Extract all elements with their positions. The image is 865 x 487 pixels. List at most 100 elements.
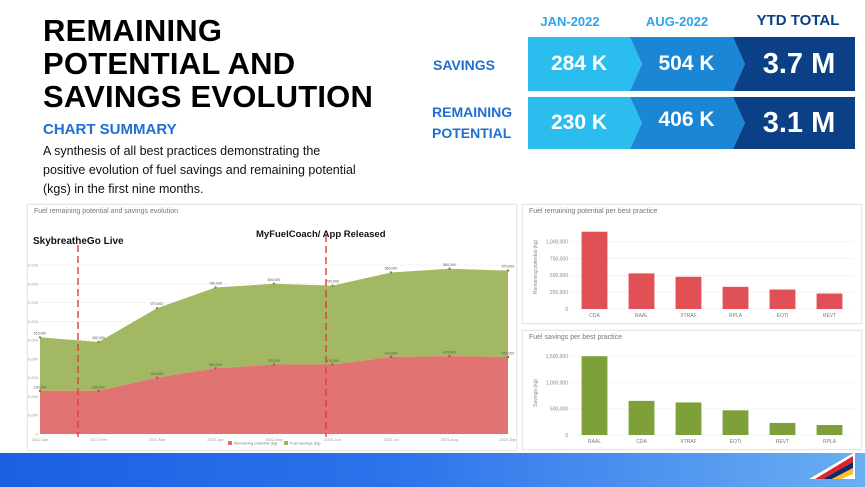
bar-x-tick-label: REVT xyxy=(823,313,836,319)
bar-x-tick-label: REVT xyxy=(776,439,789,445)
column-header-jan: JAN-2022 xyxy=(540,14,600,29)
remaining-point-label: 415,000 xyxy=(443,351,456,355)
evolution-y-tick-label: 600,000 xyxy=(28,319,39,324)
summary-line-2: positive evolution of fuel savings and r… xyxy=(43,163,356,177)
kpi-arrow-shapes xyxy=(528,37,855,149)
kpi-remaining-ytd: 3.1 M xyxy=(762,106,836,139)
bar-x-tick-label: EOTI xyxy=(777,313,789,319)
total-point xyxy=(448,267,451,270)
bar-y-tick-label: 500,000 xyxy=(550,273,568,279)
row-label-savings: SAVINGS xyxy=(433,55,495,76)
kpi-remaining-jan: 230 K xyxy=(550,111,608,134)
bar-y-tick-label: 750,000 xyxy=(550,256,568,262)
remaining-point-label: 230,000 xyxy=(34,385,47,389)
evolution-y-tick-label: 300,000 xyxy=(28,375,39,380)
title-line-1: REMAINING xyxy=(43,13,223,48)
evolution-x-tick-label: 2022-Apr xyxy=(207,437,224,442)
milestone-myfuelcoach-label: MyFuelCoach/ App Released xyxy=(256,229,386,240)
kpi-cell-savings-ytd-bg xyxy=(733,37,855,91)
kpi-cell-remaining-ytd-bg xyxy=(733,97,855,149)
bar-y-tick-label: 1,000,000 xyxy=(546,380,568,386)
evolution-x-tick-label: 2022-Aug xyxy=(441,437,458,442)
total-point-label: 860,000 xyxy=(385,267,398,271)
bar-xtraf xyxy=(675,276,702,309)
bar-y-tick-label: 1,000,000 xyxy=(546,240,568,246)
evolution-point-labels: 515,000 490,000 670,000 780,000 800,000 790,0… xyxy=(34,263,514,393)
bar-x-tick-label: EOTI xyxy=(730,439,742,445)
column-header-ytd: YTD TOTAL xyxy=(756,12,840,29)
bar-raal xyxy=(581,356,608,435)
total-point xyxy=(155,306,159,310)
remaining-potential-chart-panel: Fuel remaining potential per best practi… xyxy=(522,204,862,324)
summary-line-1: A synthesis of all best practices demons… xyxy=(43,144,321,158)
bar-x-tick-label: RAAL xyxy=(588,439,601,445)
remaining-point xyxy=(389,355,393,359)
evolution-x-tick-label: 2022-Jun xyxy=(324,437,341,442)
total-point xyxy=(389,271,393,274)
total-point xyxy=(506,269,510,272)
evolution-legend-swatch xyxy=(284,441,288,445)
evolution-y-tick-label: 0 xyxy=(36,432,39,437)
bar-y-axis-label: Savings (kg) xyxy=(533,379,539,407)
remaining-potential-chart-svg: 0 250,000 500,000 750,000 1,000,000 Remaining… xyxy=(533,231,853,319)
remaining-potential-chart-title: Fuel remaining potential per best practi… xyxy=(529,208,658,215)
evolution-chart-title: Fuel remaining potential and savings evo… xyxy=(34,208,178,215)
total-point-label: 790,000 xyxy=(326,280,339,284)
milestone-skybreathe-label: SkybreatheGo Live xyxy=(33,236,124,247)
evolution-legend-label: Remaining potential (kg) xyxy=(234,441,278,446)
bar-x-tick-label: XTRAF xyxy=(680,313,696,319)
evolution-chart-panel: Fuel remaining potential and savings evo… xyxy=(27,204,517,451)
total-point xyxy=(214,286,217,289)
evolution-y-tick-label: 400,000 xyxy=(28,356,39,361)
savings-chart-panel: Fuel savings per best practice 0 500,000 1… xyxy=(522,330,862,450)
remaining-point xyxy=(38,389,42,393)
total-point xyxy=(272,282,276,285)
total-point xyxy=(38,336,42,339)
evolution-legend-swatch xyxy=(228,441,232,445)
evolution-y-tick-label: 500,000 xyxy=(28,338,39,343)
row-label-remaining-line-2: POTENTIAL xyxy=(432,125,512,141)
remaining-point-label: 410,000 xyxy=(385,352,398,356)
evolution-x-tick-label: 2022-Feb xyxy=(90,437,108,442)
evolution-chart-svg: 515,000 490,000 670,000 780,000 800,000 790,0… xyxy=(28,235,516,446)
savings-chart-svg: 0 500,000 1,000,000 1,500,000 Savings (kg) RA… xyxy=(533,354,853,445)
page-title: REMAINING POTENTIAL AND SAVINGS EVOLUTIO… xyxy=(43,14,413,113)
bar-xtraf xyxy=(675,402,702,435)
remaining-point xyxy=(214,367,217,370)
bar-eoti xyxy=(722,410,749,435)
evolution-y-tick-label: 700,000 xyxy=(28,300,39,305)
row-label-remaining-potential: REMAINING POTENTIAL xyxy=(432,102,512,144)
total-point xyxy=(97,340,100,344)
evolution-x-tick-label: 2022-Jul xyxy=(383,437,398,442)
bar-y-tick-label: 500,000 xyxy=(550,407,568,413)
airline-logo-icon xyxy=(809,452,855,479)
evolution-y-tick-label: 800,000 xyxy=(28,281,39,286)
bar-y-axis-label: Remaining potential (kg) xyxy=(533,240,539,295)
total-point-label: 490,000 xyxy=(92,336,105,340)
bar-x-tick-label: RAAL xyxy=(635,313,648,319)
kpi-cell-savings-jan-bg xyxy=(528,37,642,91)
kpi-savings-ytd: 3.7 M xyxy=(762,47,836,80)
evolution-x-tick-label: 2022-Mar xyxy=(148,437,166,442)
bar-x-tick-label: XTRAF xyxy=(680,439,696,445)
kpi-savings-jan: 284 K xyxy=(550,52,608,75)
total-point-label: 515,000 xyxy=(34,331,47,335)
bar-rpla xyxy=(816,425,843,435)
remaining-point xyxy=(155,376,159,379)
bar-rpla xyxy=(722,286,749,309)
footer-band xyxy=(0,453,865,487)
evolution-areas xyxy=(40,268,508,434)
bar-x-tick-label: RPLA xyxy=(823,439,837,445)
evolution-y-ticks: 0 100,000 200,000 300,000 400,000 500,000 600,… xyxy=(28,263,39,437)
kpi-cell-remaining-aug-bg xyxy=(630,97,745,149)
evolution-y-tick-label: 200,000 xyxy=(28,394,39,399)
summary-line-3: (kgs) in the first nine months. xyxy=(43,182,204,196)
bar-cda xyxy=(628,400,655,435)
chart-summary-heading: CHART SUMMARY xyxy=(43,121,177,138)
title-line-3: SAVINGS EVOLUTION xyxy=(43,79,374,114)
chart-summary-text: A synthesis of all best practices demons… xyxy=(43,142,398,199)
bar-y-tick-label: 250,000 xyxy=(550,290,568,296)
total-point xyxy=(331,284,334,287)
total-point-label: 880,000 xyxy=(443,263,456,267)
row-label-remaining-line-1: REMAINING xyxy=(432,104,513,120)
